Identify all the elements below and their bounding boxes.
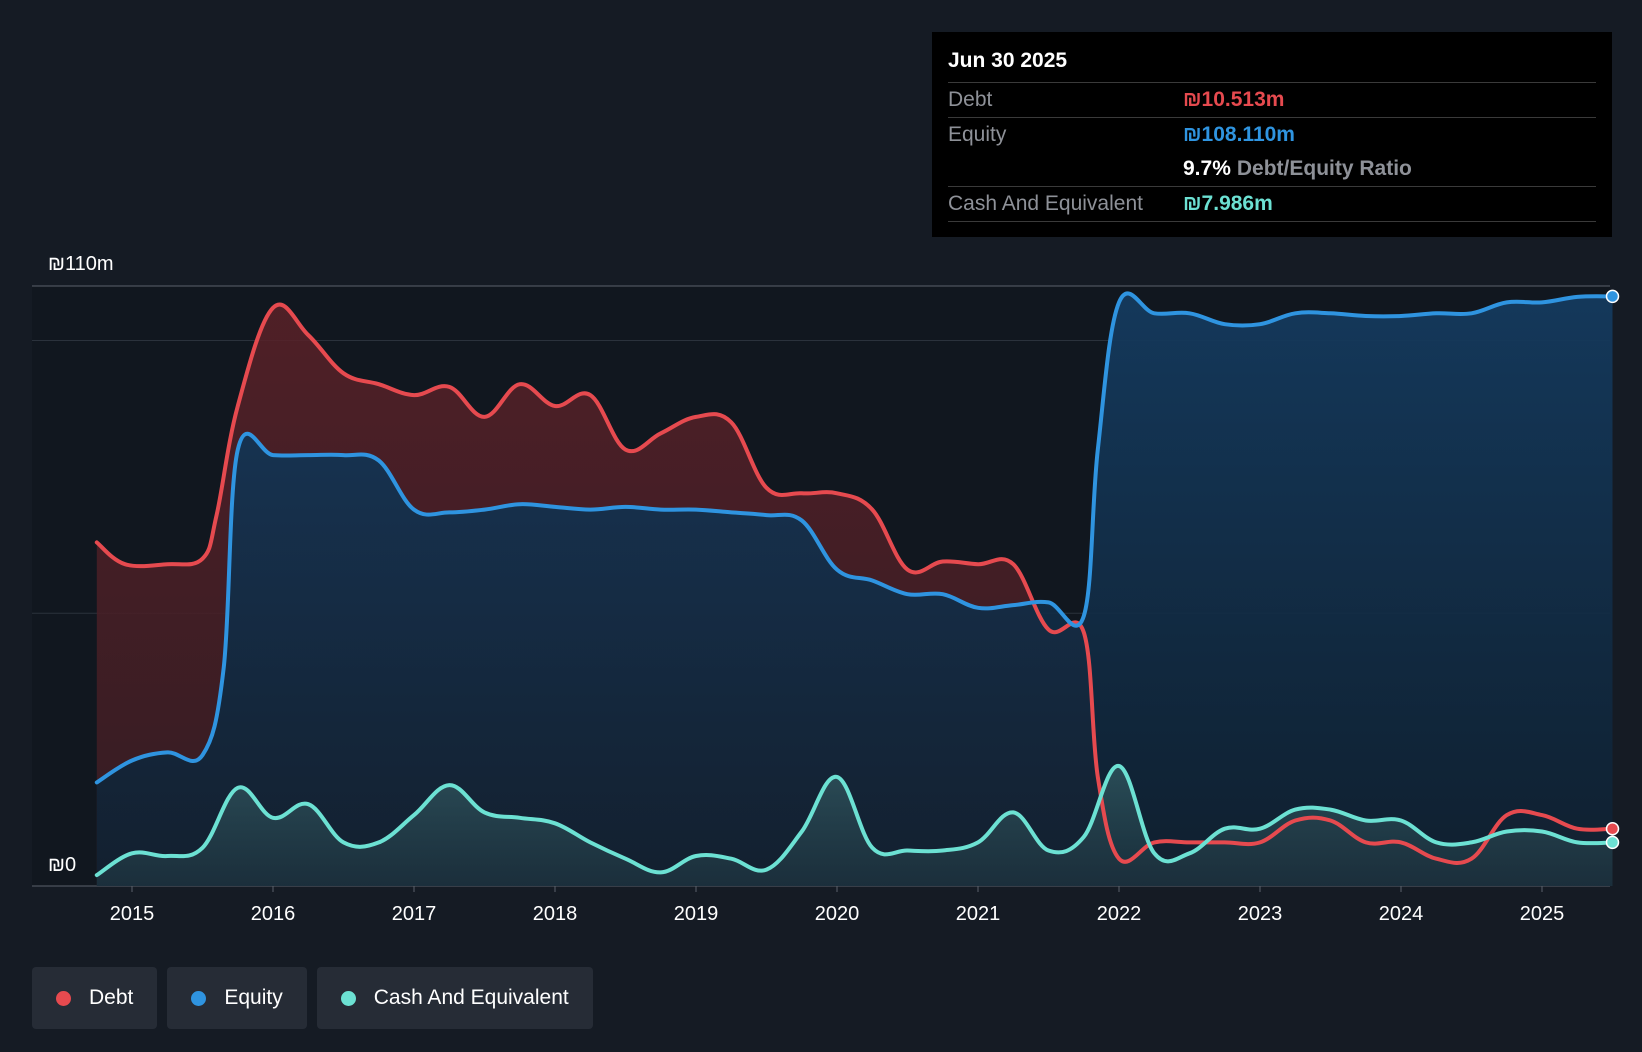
line-debt (94, 302, 1615, 865)
x-tick-label: 2019 (674, 903, 719, 925)
tooltip-cash-row: Cash And Equivalent ₪7.986m (948, 187, 1596, 222)
x-tick-label: 2025 (1520, 903, 1565, 925)
x-tick-label: 2021 (956, 903, 1001, 925)
tooltip-equity-value: ₪108.110m (1183, 123, 1295, 146)
tooltip-ratio-spacer (948, 152, 1183, 186)
legend-cash-label: Cash And Equivalent (373, 986, 569, 1009)
endpoint-equity (1605, 289, 1620, 304)
area-cash-and-equivalent (96, 765, 1613, 886)
line-equity (94, 291, 1615, 785)
x-tick-label: 2018 (533, 903, 578, 925)
equity-dot-icon (191, 990, 207, 1006)
legend-item-debt[interactable]: Debt (32, 967, 158, 1029)
area-equity (96, 293, 1613, 887)
x-tick-label: 2016 (251, 903, 296, 925)
tooltip-cash-value: ₪7.986m (1183, 192, 1273, 215)
tooltip-ratio-label: Debt/Equity Ratio (1236, 157, 1412, 180)
series-lines (94, 291, 1615, 878)
tooltip-equity-label: Equity (948, 123, 1007, 146)
x-tick-label: 2015 (110, 903, 155, 925)
tooltip-panel: Jun 30 2025 Debt ₪10.513m Equity ₪108.11… (932, 32, 1612, 237)
x-axis: 2015 2016 2017 2018 2019 2020 2021 2022 2023 2024… (110, 886, 1565, 925)
legend-item-cash[interactable]: Cash And Equivalent (316, 967, 593, 1029)
debt-dot-icon (56, 990, 71, 1006)
x-tick-label: 2020 (815, 903, 860, 925)
tooltip-debt-row: Debt ₪10.513m (948, 83, 1596, 118)
tooltip-cash-label: Cash And Equivalent (948, 192, 1143, 215)
legend: Debt Equity Cash And Equivalent (32, 967, 593, 1029)
series-areas (96, 293, 1613, 887)
x-tick-label: 2023 (1238, 903, 1283, 925)
legend-debt-label: Debt (89, 986, 134, 1009)
tooltip-ratio-row: 9.7% Debt/Equity Ratio (948, 152, 1596, 187)
x-tick-label: 2017 (392, 903, 437, 925)
legend-item-equity[interactable]: Equity (167, 967, 307, 1029)
x-tick-label: 2024 (1379, 903, 1424, 925)
endpoint-cash-and-equivalent (1605, 835, 1620, 850)
tooltip-debt-value: ₪10.513m (1183, 88, 1285, 111)
x-tick-label: 2022 (1097, 903, 1142, 925)
cash-dot-icon (340, 990, 356, 1006)
y-top-label: ₪110m (48, 253, 114, 275)
endpoint-debt (1605, 821, 1620, 836)
tooltip-ratio: 9.7% Debt/Equity Ratio (1183, 152, 1412, 186)
tooltip-ratio-value: 9.7% (1183, 157, 1231, 180)
tooltip-debt-label: Debt (948, 88, 993, 111)
line-cash-and-equivalent (94, 764, 1615, 878)
legend-equity-label: Equity (224, 986, 283, 1009)
y-zero-label: ₪0 (48, 854, 76, 876)
tooltip-date: Jun 30 2025 (948, 46, 1596, 83)
series-endpoints (1605, 289, 1620, 850)
tooltip-equity-row: Equity ₪108.110m (948, 118, 1596, 152)
